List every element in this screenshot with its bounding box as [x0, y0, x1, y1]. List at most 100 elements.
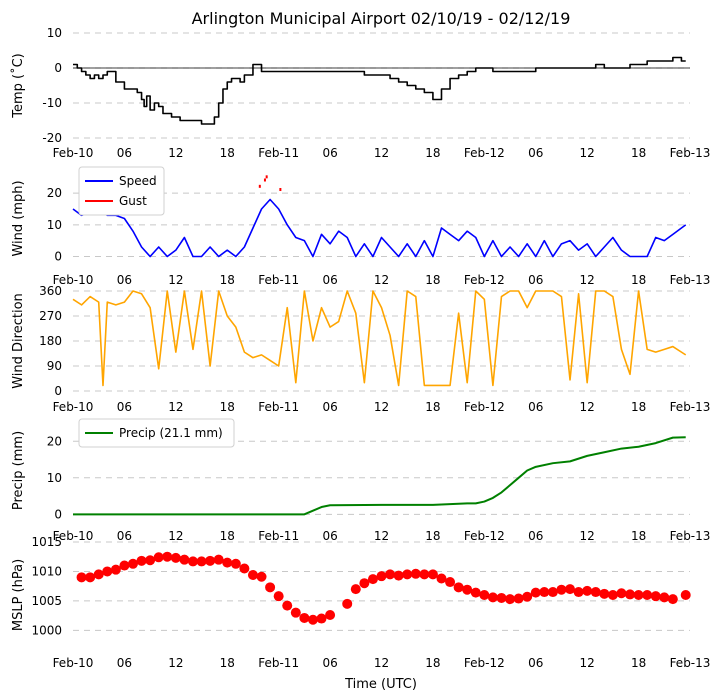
data-point — [376, 571, 387, 582]
y-axis-label: Precip (mm) — [11, 431, 26, 510]
x-tick-label: 06 — [528, 400, 543, 414]
x-tick-label: Feb-13 — [670, 529, 711, 543]
y-axis-label: Temp (˚C) — [10, 53, 26, 119]
x-tick-label: Feb-12 — [464, 273, 505, 287]
data-point — [299, 612, 310, 623]
x-tick-label: 06 — [528, 146, 543, 160]
x-tick-label: 18 — [425, 529, 440, 543]
y-tick-label: 20 — [47, 186, 62, 200]
data-point — [282, 600, 293, 611]
x-tick-label: 12 — [168, 400, 183, 414]
data-point — [170, 552, 181, 563]
data-point — [239, 563, 250, 574]
data-point — [539, 587, 550, 598]
data-point — [273, 591, 284, 602]
data-point — [145, 555, 156, 566]
y-tick-label: 10 — [47, 26, 62, 40]
data-point — [205, 555, 216, 566]
y-tick-label: 1005 — [31, 594, 62, 608]
data-point — [136, 555, 147, 566]
x-tick-label: 12 — [580, 146, 595, 160]
data-point — [625, 589, 636, 600]
data-point — [222, 557, 233, 568]
x-tick-label: 06 — [322, 529, 337, 543]
data-point — [110, 564, 121, 575]
data-point — [607, 590, 618, 600]
x-tick-label: 18 — [220, 529, 235, 543]
x-tick-label: 18 — [631, 656, 646, 670]
x-tick-label: 06 — [117, 400, 132, 414]
data-point — [453, 582, 464, 593]
x-tick-label: Feb-12 — [464, 529, 505, 543]
figure-title: Arlington Municipal Airport 02/10/19 - 0… — [192, 9, 571, 28]
x-tick-label: 12 — [580, 529, 595, 543]
data-point — [427, 569, 438, 580]
data-point — [445, 577, 456, 588]
y-tick-label: 360 — [39, 284, 62, 298]
x-tick-label: 12 — [374, 529, 389, 543]
data-point — [462, 584, 473, 595]
data-point — [153, 552, 164, 563]
x-tick-label: 06 — [528, 656, 543, 670]
y-tick-label: 0 — [54, 61, 62, 75]
data-point — [590, 587, 601, 598]
data-point — [102, 566, 113, 577]
gust-mark — [279, 188, 282, 191]
x-tick-label: 12 — [168, 529, 183, 543]
x-tick-label: Feb-11 — [258, 400, 299, 414]
y-tick-label: 180 — [39, 334, 62, 348]
data-point — [93, 569, 104, 580]
x-tick-label: 12 — [580, 656, 595, 670]
data-point — [599, 588, 610, 599]
x-tick-label: 18 — [631, 146, 646, 160]
data-point — [230, 558, 241, 569]
data-point — [650, 591, 661, 602]
y-axis-label: Wind (mph) — [11, 180, 26, 256]
x-tick-label: Feb-10 — [53, 146, 94, 160]
x-tick-label: 12 — [374, 146, 389, 160]
x-tick-label: Feb-11 — [258, 529, 299, 543]
data-point — [470, 587, 481, 598]
data-point — [680, 590, 691, 600]
data-point — [385, 569, 396, 580]
y-tick-label: 10 — [47, 471, 62, 485]
x-tick-label: 06 — [117, 273, 132, 287]
x-tick-label: 12 — [374, 400, 389, 414]
data-point — [667, 594, 678, 605]
y-tick-label: 10 — [47, 218, 62, 232]
y-tick-label: 20 — [47, 434, 62, 448]
data-point — [187, 556, 198, 567]
data-point — [179, 554, 190, 565]
gust-mark — [265, 175, 268, 179]
x-tick-label: Feb-13 — [670, 656, 711, 670]
legend-label: Gust — [119, 194, 147, 208]
data-point — [119, 560, 130, 571]
x-tick-label: Feb-11 — [258, 146, 299, 160]
data-point — [616, 588, 627, 599]
y-tick-label: 0 — [54, 250, 62, 264]
data-point — [522, 591, 533, 602]
x-tick-label: Feb-11 — [258, 656, 299, 670]
y-tick-label: 270 — [39, 309, 62, 323]
x-tick-label: Feb-12 — [464, 656, 505, 670]
data-point — [573, 587, 584, 598]
x-tick-label: 18 — [425, 656, 440, 670]
data-point — [342, 598, 353, 609]
series-line-speed — [72, 198, 687, 258]
x-tick-label: Feb-13 — [670, 146, 711, 160]
series-line-temp — [73, 56, 686, 125]
x-tick-label: Feb-13 — [670, 400, 711, 414]
data-point — [436, 573, 447, 584]
panel-mslp: 1015 1010 1005 1000 Feb-10 06 12 18 Feb-11 06 12 18… — [11, 535, 710, 670]
series-line-direction — [72, 290, 687, 387]
x-tick-label: 06 — [322, 146, 337, 160]
y-axis-label: MSLP (hPa) — [11, 559, 26, 631]
x-tick-label: 12 — [580, 273, 595, 287]
x-tick-label: Feb-10 — [53, 273, 94, 287]
x-tick-label: Feb-10 — [53, 400, 94, 414]
data-point — [633, 590, 644, 600]
data-point — [265, 582, 276, 593]
data-point — [359, 578, 370, 589]
